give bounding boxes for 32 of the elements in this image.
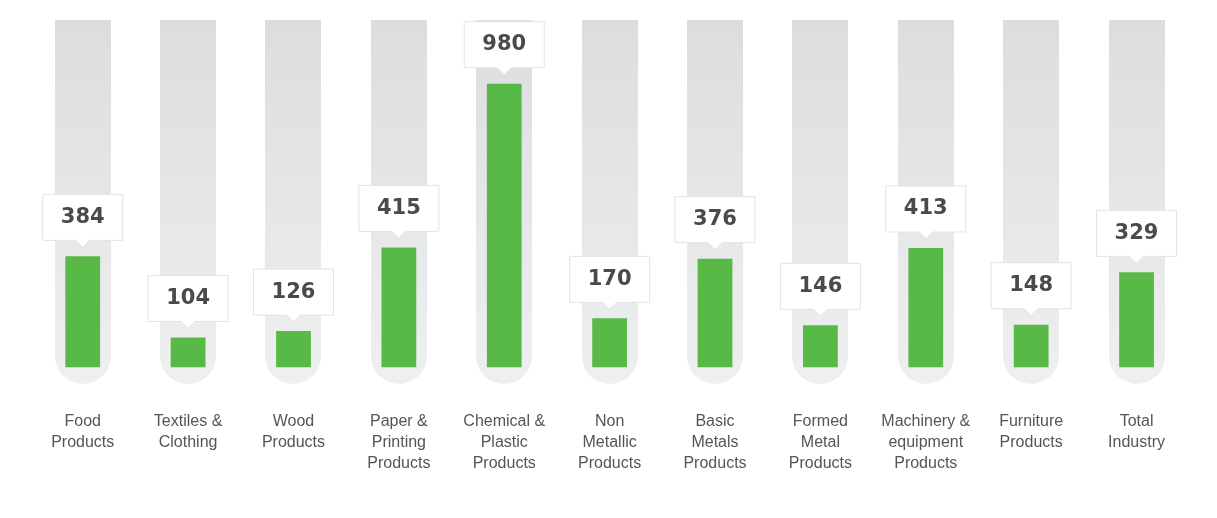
x-tick-label: Paper & Printing Products xyxy=(367,412,431,472)
data-label: 146 xyxy=(798,272,843,297)
x-tick-label: Chemical & Plastic Products xyxy=(463,412,546,472)
bar xyxy=(170,337,206,368)
bar xyxy=(803,325,838,368)
x-tick-label: Non Metallic Products xyxy=(578,412,642,472)
bar xyxy=(697,258,733,368)
data-label: 980 xyxy=(482,31,527,56)
data-label: 376 xyxy=(693,206,737,231)
x-tick-label: Basic Metals Products xyxy=(683,412,747,472)
x-tick-label: Wood Products xyxy=(261,412,326,451)
x-tick-label: Total Industry xyxy=(1108,412,1166,451)
data-label: 415 xyxy=(376,194,421,219)
data-label: 384 xyxy=(60,203,105,228)
bar xyxy=(908,247,944,368)
bar xyxy=(381,247,417,368)
bar xyxy=(592,318,628,368)
data-label: 170 xyxy=(587,265,632,290)
bar xyxy=(65,256,101,368)
bar xyxy=(1119,272,1154,368)
data-label: 413 xyxy=(903,195,948,220)
data-label: 329 xyxy=(1114,219,1159,244)
bar xyxy=(276,331,311,368)
data-label: 104 xyxy=(166,284,211,309)
bar xyxy=(1013,324,1049,368)
x-tick-label: Textiles & Clothing xyxy=(153,412,223,451)
x-tick-label: Furniture Products xyxy=(999,412,1064,451)
x-tick-label: Formed Metal Products xyxy=(788,412,852,472)
data-label: 126 xyxy=(271,278,316,303)
x-tick-label: Food Products xyxy=(51,412,115,451)
x-tick-label: Machinery & equipment Products xyxy=(881,412,971,472)
data-label: 148 xyxy=(1009,272,1054,297)
